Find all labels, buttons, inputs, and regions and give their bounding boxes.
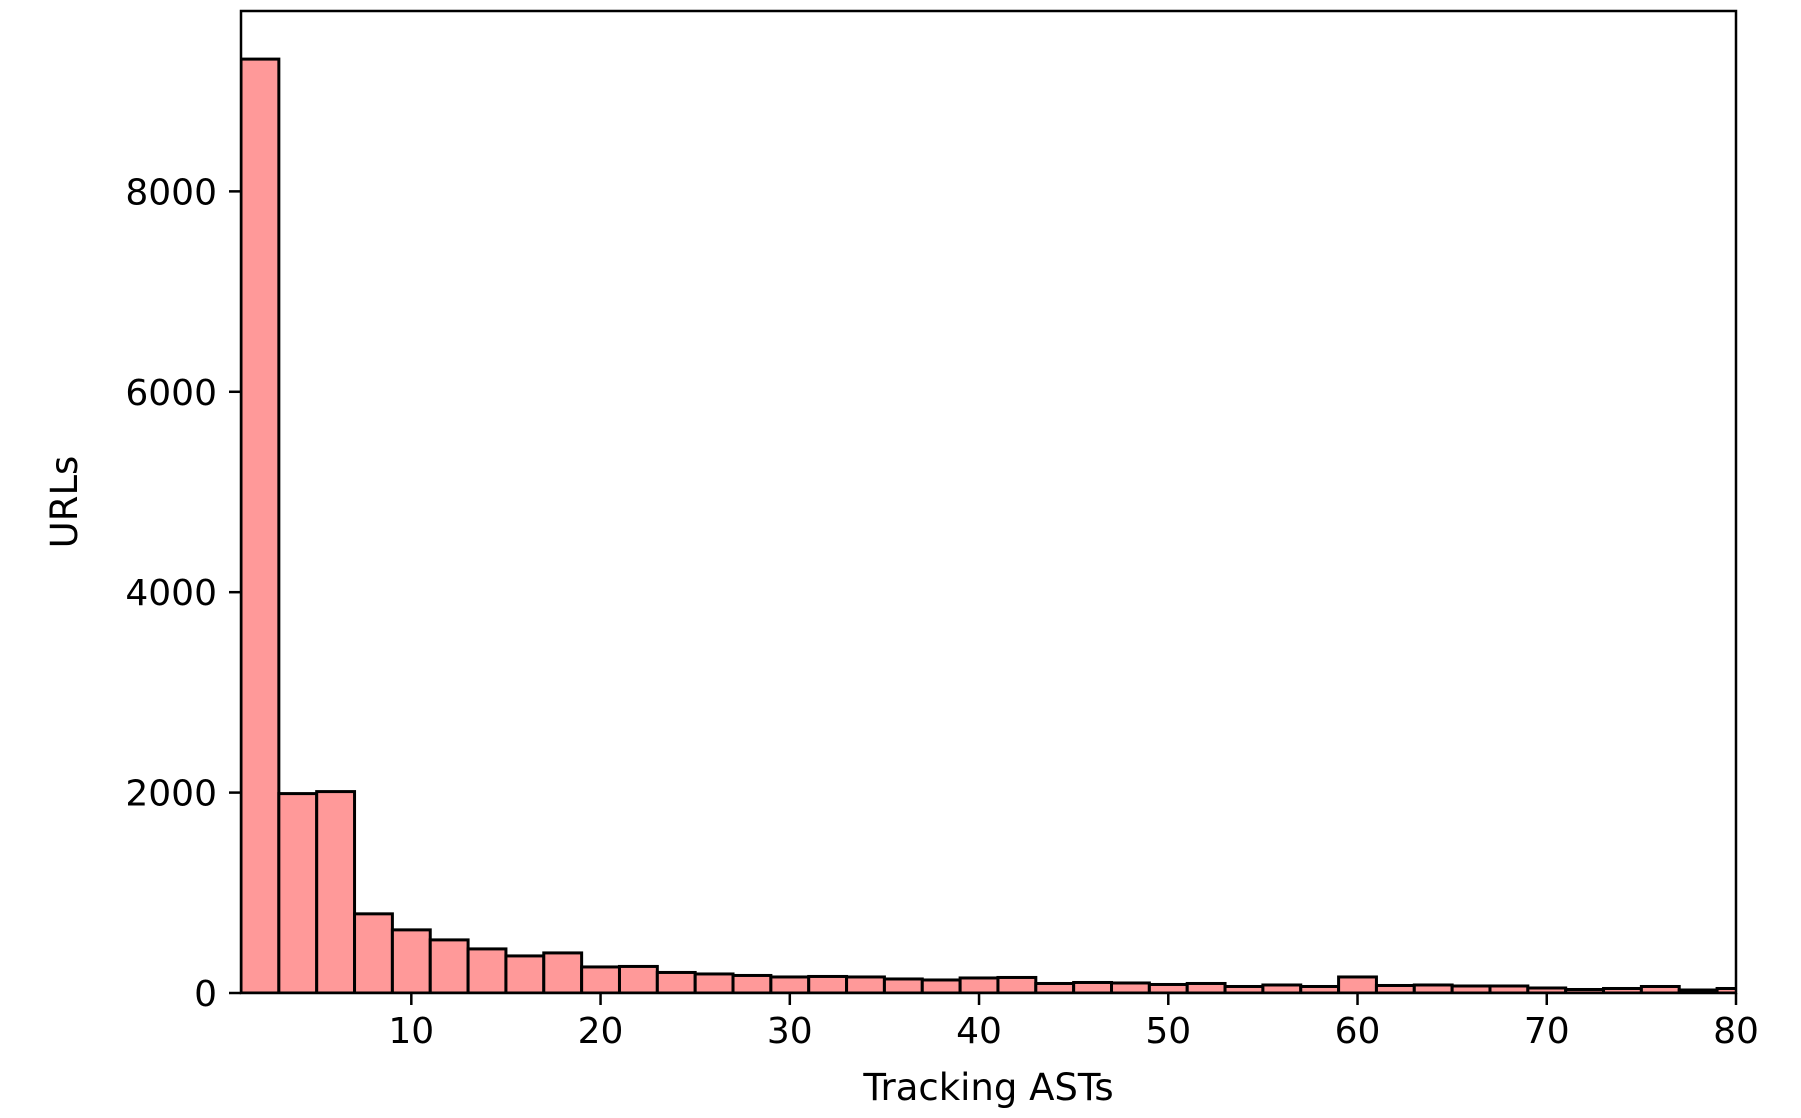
- y-tick-label: 8000: [125, 172, 217, 213]
- histogram-bar-13: [731, 973, 773, 993]
- histogram-bar-5: [428, 938, 470, 993]
- histogram-bar-16: [845, 975, 886, 993]
- plot-frame: [239, 9, 1738, 995]
- histogram-bars: [241, 57, 1736, 993]
- x-tick-label: 50: [1145, 1011, 1191, 1052]
- y-tick-label: 2000: [125, 774, 217, 815]
- histogram-bar-17: [882, 977, 924, 993]
- histogram-bar-12: [693, 972, 735, 993]
- x-tick-label: 80: [1713, 1011, 1759, 1052]
- histogram-bar-25: [1185, 981, 1227, 993]
- x-tick-label: 10: [388, 1011, 434, 1052]
- histogram-bar-7: [504, 954, 546, 993]
- histogram-bar-21: [1034, 981, 1076, 993]
- histogram-bar-22: [1072, 980, 1114, 993]
- x-tick-label: 60: [1335, 1011, 1381, 1052]
- histogram-bar-10: [617, 964, 659, 993]
- y-tick-label: 4000: [125, 573, 217, 614]
- y-axis-label: URLs: [43, 456, 86, 549]
- x-axis-label: Tracking ASTs: [862, 1066, 1113, 1109]
- histogram-bar-6: [466, 947, 508, 993]
- histogram-bar-23: [1110, 981, 1151, 993]
- x-tick-label: 30: [767, 1011, 813, 1052]
- x-tick-label: 40: [956, 1011, 1002, 1052]
- histogram-bar-8: [542, 951, 584, 993]
- histogram-bar-1: [277, 792, 319, 993]
- histogram-bar-18: [920, 978, 962, 993]
- histogram-bar-9: [580, 965, 621, 993]
- x-tick-label: 70: [1524, 1011, 1570, 1052]
- histogram-bar-20: [996, 975, 1038, 993]
- histogram-bar-11: [655, 970, 697, 993]
- histogram-bar-29: [1337, 975, 1378, 993]
- histogram-bar-3: [353, 912, 394, 993]
- histogram-bar-24: [1147, 982, 1189, 993]
- histogram-bar-19: [958, 976, 1000, 993]
- histogram-bar-4: [390, 928, 432, 993]
- x-tick-label: 20: [578, 1011, 624, 1052]
- x-axis-ticks: 10 20 30 40 50 60 70 80: [388, 993, 1759, 1052]
- histogram-bar-0: [241, 57, 281, 993]
- histogram-bar-15: [807, 974, 849, 993]
- y-tick-label: 6000: [125, 373, 217, 414]
- histogram-bar-14: [769, 975, 811, 993]
- y-tick-label: 0: [194, 974, 217, 1015]
- y-axis-ticks: 0 2000 4000 6000 8000: [125, 172, 241, 1015]
- histogram-bar-2: [315, 790, 357, 993]
